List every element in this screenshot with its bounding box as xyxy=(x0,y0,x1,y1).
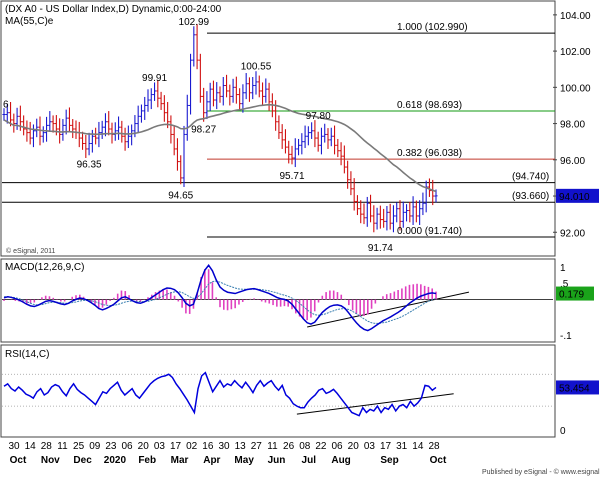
x-axis-day-label: 20 xyxy=(138,441,150,452)
x-axis-month-label: Mar xyxy=(171,455,189,466)
x-axis-day-label: 14 xyxy=(25,441,37,452)
macd-axis-tick: -.1 xyxy=(560,331,572,342)
x-axis-month-label: 2020 xyxy=(104,455,127,466)
rsi-line xyxy=(3,371,437,417)
x-axis-month-label: Oct xyxy=(10,455,27,466)
macd-axis-tick: 1 xyxy=(560,263,566,274)
x-axis-day-label: 17 xyxy=(170,441,182,452)
price-axis-tick: 100.00 xyxy=(560,83,591,94)
macd-line xyxy=(3,263,437,332)
price-annotation: 99.91 xyxy=(142,73,167,84)
rsi-value-box xyxy=(556,380,599,395)
x-axis-month-label: Nov xyxy=(41,455,60,466)
x-axis-month-label: Jun xyxy=(268,455,286,466)
price-annotation: 97.80 xyxy=(306,111,331,122)
reference-lines-layer xyxy=(2,14,557,415)
price-annotation: 96.35 xyxy=(77,159,102,170)
price-level-label: (93.660) xyxy=(512,191,549,202)
footer-credit: Published by eSignal - © www.esignal.com xyxy=(482,468,600,476)
x-axis-month-label: Apr xyxy=(203,455,220,466)
rsi-trendline xyxy=(296,393,454,415)
x-axis-month-label: Sep xyxy=(380,455,398,466)
rsi-current-value: 53.454 xyxy=(559,383,590,394)
price-axis-tick: 102.00 xyxy=(560,47,591,58)
x-axis-day-label: 30 xyxy=(218,441,230,452)
price-panel-frame xyxy=(0,0,556,257)
x-axis-day-label: 30 xyxy=(8,441,20,452)
x-axis-day-label: 08 xyxy=(299,441,311,452)
price-axis-tick: 104.00 xyxy=(560,11,591,22)
price-annotation: 102.99 xyxy=(179,17,210,28)
x-axis-day-label: 28 xyxy=(428,441,440,452)
macd-current-value: 0.179 xyxy=(559,290,584,301)
current-price-box xyxy=(556,188,599,203)
fib-level-label: 0.382 (96.038) xyxy=(397,148,462,159)
price-axis-tick: 98.00 xyxy=(560,120,585,131)
x-axis-day-label: 17 xyxy=(380,441,392,452)
x-axis-day-label: 11 xyxy=(57,441,68,452)
rsi-title: RSI(14,C) xyxy=(5,349,49,360)
x-axis-day-label: 06 xyxy=(122,441,134,452)
macd-value-box xyxy=(556,286,594,301)
price-annotation: 91.74 xyxy=(368,243,393,254)
x-axis-day-label: 03 xyxy=(154,441,166,452)
x-axis-day-label: 28 xyxy=(41,441,53,452)
x-axis-day-label: 03 xyxy=(364,441,376,452)
x-axis-day-label: 06 xyxy=(332,441,344,452)
moving-average-line xyxy=(3,103,437,193)
x-axis-day-label: 13 xyxy=(235,441,247,452)
macd-signal-line xyxy=(4,280,437,324)
x-axis-month-label: May xyxy=(234,455,254,466)
watermark: © eSignal, 2011 xyxy=(6,247,56,255)
x-axis-month-label: Dec xyxy=(73,455,92,466)
x-axis-day-label: 11 xyxy=(267,441,278,452)
chart-title: (DX A0 - US Dollar Index,D) Dynamic,0:00… xyxy=(5,4,222,15)
x-axis-day-label: 27 xyxy=(251,441,263,452)
fib-level-label: 0.618 (98.693) xyxy=(397,100,462,111)
fib-level-label: 0.000 (91.740) xyxy=(397,226,462,237)
left-edge-label: 6 xyxy=(3,99,9,110)
price-annotation: 94.65 xyxy=(168,190,193,201)
rsi-panel-frame xyxy=(0,344,556,438)
x-axis-month-label: Jul xyxy=(302,455,317,466)
x-axis-day-label: 25 xyxy=(73,441,85,452)
x-axis-month-label: Aug xyxy=(331,455,350,466)
macd-axis-tick: .5 xyxy=(560,279,569,290)
x-axis-day-label: 31 xyxy=(396,441,408,452)
labels-layer: 104.00102.00100.0098.0096.0094.0092.001.… xyxy=(3,11,599,466)
x-axis-day-label: 14 xyxy=(412,441,424,452)
rsi-axis-tick: 0 xyxy=(560,426,566,437)
price-axis-tick: 96.00 xyxy=(560,156,585,167)
price-annotation: 98.27 xyxy=(191,125,216,136)
x-axis-month-label: Feb xyxy=(138,455,156,466)
x-axis-day-label: 26 xyxy=(283,441,295,452)
x-axis-day-label: 16 xyxy=(202,441,214,452)
x-axis-day-label: 02 xyxy=(186,441,198,452)
price-annotation: 100.55 xyxy=(241,61,272,72)
fib-level-label: 1.000 (102.990) xyxy=(397,22,468,33)
price-annotation: 95.71 xyxy=(279,171,304,182)
macd-panel-frame xyxy=(0,258,556,343)
macd-title: MACD(12,26,9,C) xyxy=(5,262,84,273)
x-axis-month-label: Oct xyxy=(430,455,447,466)
price-axis-tick: 92.00 xyxy=(560,228,585,239)
x-axis-day-label: 09 xyxy=(89,441,101,452)
ma-label: MA(55,C)e xyxy=(5,16,54,27)
macd-trendline xyxy=(307,291,470,328)
x-axis-day-label: 20 xyxy=(348,441,360,452)
series-layer xyxy=(3,103,437,417)
x-axis-day-label: 23 xyxy=(105,441,117,452)
current-price-value: 94.010 xyxy=(559,192,590,203)
x-axis-day-label: 22 xyxy=(315,441,327,452)
price-level-label: (94.740) xyxy=(512,172,549,183)
